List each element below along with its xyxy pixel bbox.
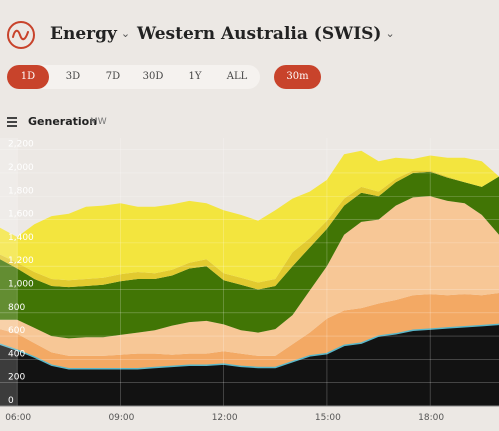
distillate-area	[0, 196, 499, 356]
region-selector-label: Western Australia (SWIS)	[137, 24, 382, 44]
energy-menu-label: Energy	[50, 24, 117, 44]
range-3d-button[interactable]: 3D	[65, 71, 81, 82]
x-tick-label: 06:00	[5, 413, 31, 423]
range-1y-button[interactable]: 1Y	[188, 71, 202, 82]
y-tick-label: 0	[8, 396, 14, 406]
logo-icon	[12, 29, 29, 41]
battery-line	[0, 323, 499, 370]
chevron-down-icon: ⌄	[385, 27, 395, 40]
hamburger-menu-icon[interactable]	[7, 117, 17, 129]
y-tick-label: 1,200	[8, 256, 34, 266]
range-7d-button[interactable]: 7D	[105, 71, 121, 82]
y-tick-label: 2,000	[8, 163, 34, 173]
range-30d-button[interactable]: 30D	[142, 71, 164, 82]
y-tick-label: 400	[8, 349, 25, 359]
chart-title: Generation	[28, 115, 98, 128]
rooftop-solar-area	[0, 150, 499, 283]
gas-area	[0, 293, 499, 369]
y-tick-label: 200	[8, 373, 25, 383]
y-tick-label: 800	[8, 303, 25, 313]
y-tick-label: 1,400	[8, 233, 34, 243]
interval-button[interactable]: 30m	[274, 65, 321, 89]
chevron-down-icon: ⌄	[120, 27, 131, 40]
wind-area	[0, 171, 499, 339]
generation-chart[interactable]: 0 200 400 600 800 1,000 1,200 1,400 1,600 1,800 2,…	[0, 130, 499, 431]
chart-overlay	[0, 138, 18, 406]
x-tick-label: 18:00	[418, 413, 444, 423]
region-selector[interactable]: Western Australia (SWIS) ⌄	[137, 24, 395, 44]
x-tick-label: 12:00	[212, 413, 238, 423]
app-logo[interactable]	[7, 21, 35, 49]
y-tick-label: 1,000	[8, 279, 34, 289]
energy-menu[interactable]: Energy ⌄	[50, 24, 130, 44]
range-selector: 1D 3D 7D 30D 1Y ALL	[7, 65, 260, 89]
y-tick-label: 600	[8, 326, 25, 336]
chart-unit: MW	[90, 117, 107, 127]
y-tick-label: 1,800	[8, 186, 34, 196]
x-tick-label: 09:00	[108, 413, 134, 423]
x-tick-label: 15:00	[315, 413, 341, 423]
range-all-button[interactable]: ALL	[226, 71, 248, 82]
coal-area	[0, 324, 499, 406]
y-tick-label: 2,200	[8, 140, 34, 150]
y-tick-label: 1,600	[8, 210, 34, 220]
range-1d-button[interactable]: 1D	[7, 65, 49, 89]
